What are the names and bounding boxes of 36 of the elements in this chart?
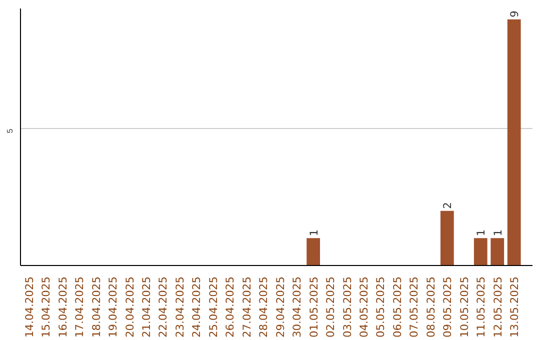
x-tick-label: 15.04.2025: [40, 276, 53, 338]
x-tick-label: 22.04.2025: [156, 276, 170, 338]
x-tick-label: 19.04.2025: [106, 276, 120, 338]
x-tick-label: 08.05.2025: [424, 276, 438, 338]
x-tick-label: 25.04.2025: [206, 276, 220, 338]
x-tick-label: 30.04.2025: [290, 276, 304, 338]
x-tick-label: 07.05.2025: [408, 276, 421, 338]
x-tick-label: 20.04.2025: [123, 276, 136, 338]
x-tick-label: 12.05.2025: [491, 276, 504, 338]
x-tick-label: 24.04.2025: [190, 276, 204, 338]
x-tick-label: 28.04.2025: [257, 276, 270, 338]
x-tick-label: 17.04.2025: [73, 276, 86, 338]
x-tick-label: 05.05.2025: [374, 276, 388, 338]
data-label: 1: [491, 229, 504, 236]
x-tick-label: 03.05.2025: [340, 276, 354, 338]
x-tick-label: 27.04.2025: [240, 276, 254, 338]
data-label: 2: [441, 202, 454, 209]
x-tick-label: 29.04.2025: [274, 276, 287, 338]
x-tick-label: 09.05.2025: [441, 276, 454, 338]
x-tick-label: 06.05.2025: [390, 276, 404, 338]
data-label: 1: [307, 229, 320, 236]
x-tick-label: 11.05.2025: [474, 276, 488, 338]
x-tick-label: 16.04.2025: [56, 276, 70, 338]
x-tick-label: 21.04.2025: [140, 276, 153, 338]
x-tick-label: 10.05.2025: [458, 276, 471, 338]
y-tick-label: 5: [6, 128, 14, 134]
x-tick-label: 14.04.2025: [22, 276, 36, 338]
x-tick-label: 18.04.2025: [90, 276, 103, 338]
x-tick-label: 02.05.2025: [324, 276, 338, 338]
x-tick-label: 01.05.2025: [307, 276, 320, 338]
x-tick-label: 26.04.2025: [224, 276, 237, 338]
x-tick-label: 23.04.2025: [173, 276, 186, 338]
x-tick-label: 13.05.2025: [508, 276, 522, 338]
data-label: 1: [474, 229, 488, 236]
x-tick-label: 04.05.2025: [358, 276, 371, 338]
data-label: 9: [508, 10, 522, 18]
